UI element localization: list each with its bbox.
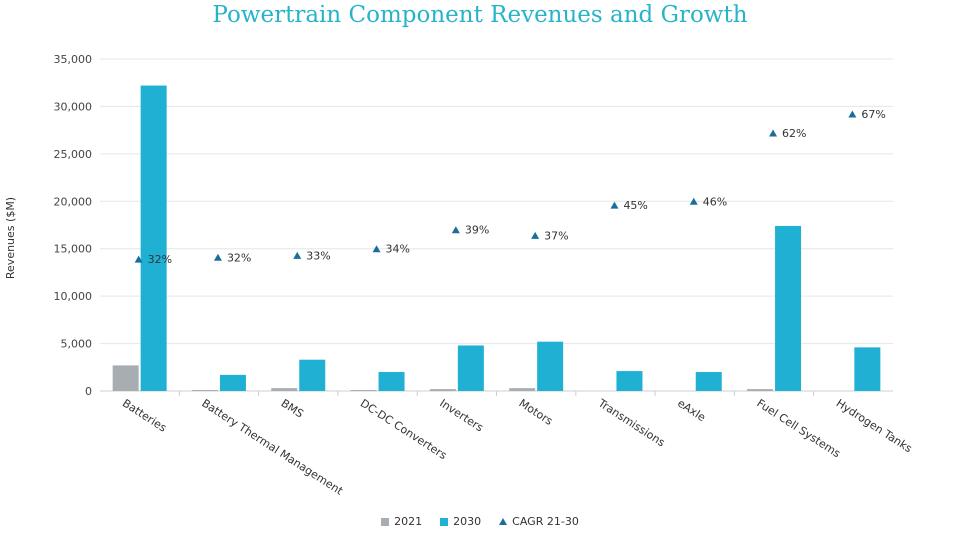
x-category-label: Fuel Cell Systems (754, 397, 843, 461)
y-tick-label: 5,000 (61, 338, 93, 351)
bar-2030 (695, 372, 722, 391)
y-tick-label: 20,000 (54, 195, 93, 208)
y-tick-label: 30,000 (54, 100, 93, 113)
cagr-marker (610, 201, 619, 209)
cagr-label: 32% (148, 253, 172, 266)
bar-chart: 0 5,000 10,000 15,000 20,000 25,000 30,000 35,0… (54, 53, 915, 498)
bar-2030 (140, 85, 167, 391)
x-category-label: Transmissions (595, 396, 668, 449)
bar-2021 (271, 388, 298, 391)
y-tick-label: 10,000 (54, 290, 93, 303)
legend-swatch-2030 (440, 517, 449, 526)
cagr-label: 34% (386, 243, 410, 256)
bar-2030 (378, 372, 405, 391)
cagr-label: 45% (623, 199, 647, 212)
bar-2030 (854, 347, 881, 391)
bar-2021 (747, 389, 774, 391)
bar-2021 (191, 390, 218, 391)
cagr-marker (451, 226, 460, 234)
x-category-label: Inverters (437, 397, 486, 435)
cagr-label: 62% (782, 127, 806, 140)
legend-item-cagr[interactable]: CAGR 21-30 (499, 515, 579, 528)
bar-2021 (509, 388, 536, 391)
cagr-label: 46% (703, 195, 727, 208)
legend-item-2030[interactable]: 2030 (440, 515, 481, 528)
bar-2030 (537, 341, 564, 391)
legend-item-2021[interactable]: 2021 (381, 515, 422, 528)
x-category-label: Hydrogen Tanks (834, 397, 915, 456)
cagr-label: 32% (227, 251, 251, 264)
x-category-label: Batteries (120, 397, 169, 435)
y-tick-label: 35,000 (54, 53, 93, 66)
cagr-marker (293, 251, 302, 259)
triangle-icon (499, 518, 508, 525)
legend-label-2021: 2021 (394, 515, 423, 528)
chart-title: Powertrain Component Revenues and Growth (212, 2, 748, 28)
bar-2021 (350, 390, 377, 391)
cagr-label: 39% (465, 224, 489, 237)
legend-label-cagr: CAGR 21-30 (512, 515, 579, 528)
bar-2030 (299, 359, 326, 391)
cagr-label: 33% (306, 249, 330, 262)
x-category-label: Motors (517, 397, 556, 428)
cagr-marker (689, 197, 698, 205)
bar-2021 (112, 365, 139, 391)
x-category-label: DC-DC Converters (358, 397, 449, 463)
x-category-label: Battery Thermal Management (199, 397, 345, 498)
cagr-marker (848, 110, 857, 118)
bar-2021 (429, 389, 456, 391)
bar-2030 (775, 225, 802, 391)
bar-2030 (219, 374, 246, 391)
y-tick-label: 25,000 (54, 148, 93, 161)
cagr-marker (769, 129, 778, 137)
legend: 2021 2030 CAGR 21-30 (0, 515, 960, 528)
cagr-marker (372, 245, 381, 253)
cagr-label: 37% (544, 229, 568, 242)
y-tick-label: 0 (85, 385, 92, 398)
cagr-marker (531, 231, 540, 239)
cagr-marker (213, 253, 222, 261)
bar-2030 (457, 345, 484, 391)
bar-2030 (616, 371, 643, 391)
y-tick-label: 15,000 (54, 243, 93, 256)
cagr-label: 67% (861, 108, 885, 121)
legend-label-2030: 2030 (453, 515, 482, 528)
x-category-label: BMS (279, 397, 306, 421)
x-category-label: eAxle (675, 397, 708, 425)
legend-swatch-2021 (381, 517, 390, 526)
cagr-marker (134, 255, 143, 263)
